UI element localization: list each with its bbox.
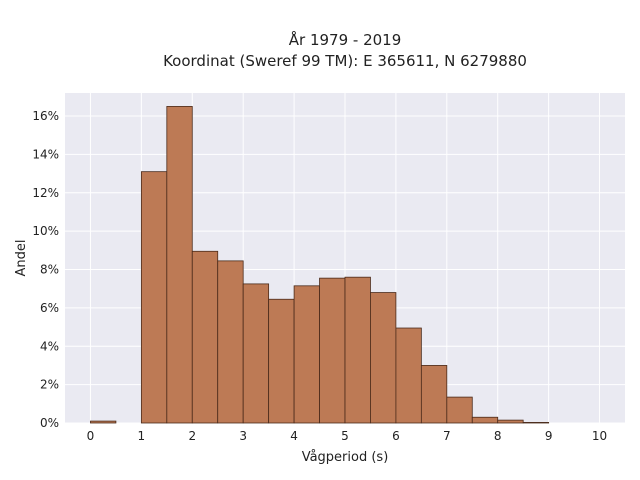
histogram-bar [370, 292, 397, 424]
chart-title-line-1: År 1979 - 2019 [289, 30, 402, 49]
histogram-bar [446, 396, 473, 424]
x-tick-label: 6 [392, 429, 400, 443]
y-tick-label: 12% [32, 186, 59, 200]
histogram-bar [268, 298, 295, 424]
histogram-bar [217, 260, 244, 424]
y-tick-label: 10% [32, 224, 59, 238]
histogram-bar [293, 285, 320, 424]
x-tick-label: 4 [290, 429, 298, 443]
y-axis-label: Andel [14, 240, 29, 277]
y-tick-label: 4% [40, 339, 59, 353]
x-tick-label: 1 [138, 429, 146, 443]
y-tick-labels: 0% 2% 4% 6% 8% 10% 12% 14% 16% [32, 109, 59, 430]
y-tick-label: 2% [40, 378, 59, 392]
y-tick-label: 6% [40, 301, 59, 315]
x-tick-label: 8 [494, 429, 502, 443]
chart-title-line-2: Koordinat (Sweref 99 TM): E 365611, N 62… [163, 52, 527, 70]
histogram-bar [90, 420, 117, 424]
histogram-bar [471, 416, 499, 424]
x-tick-label: 3 [239, 429, 247, 443]
y-tick-label: 8% [40, 263, 59, 277]
x-tick-label: 10 [592, 429, 607, 443]
histogram-bar [166, 106, 193, 424]
histogram-bar [420, 365, 448, 424]
histogram-bar [191, 250, 219, 424]
y-tick-label: 14% [32, 147, 59, 161]
x-tick-label: 5 [341, 429, 349, 443]
x-tick-label: 7 [443, 429, 451, 443]
histogram-bar [140, 171, 168, 424]
x-axis-label: Vågperiod (s) [302, 450, 389, 465]
histogram-bar [242, 283, 270, 424]
y-tick-label: 0% [40, 416, 59, 430]
bars [90, 106, 550, 424]
x-tick-label: 0 [87, 429, 95, 443]
histogram-bar [497, 419, 524, 424]
x-tick-label: 9 [545, 429, 553, 443]
histogram-bar [319, 277, 346, 424]
x-tick-label: 2 [188, 429, 196, 443]
histogram-bar [344, 276, 371, 424]
x-tick-labels: 0 1 2 3 4 5 6 7 8 9 10 [87, 429, 608, 443]
histogram-bar [522, 422, 550, 424]
y-tick-label: 16% [32, 109, 59, 123]
histogram-bar [395, 327, 422, 424]
